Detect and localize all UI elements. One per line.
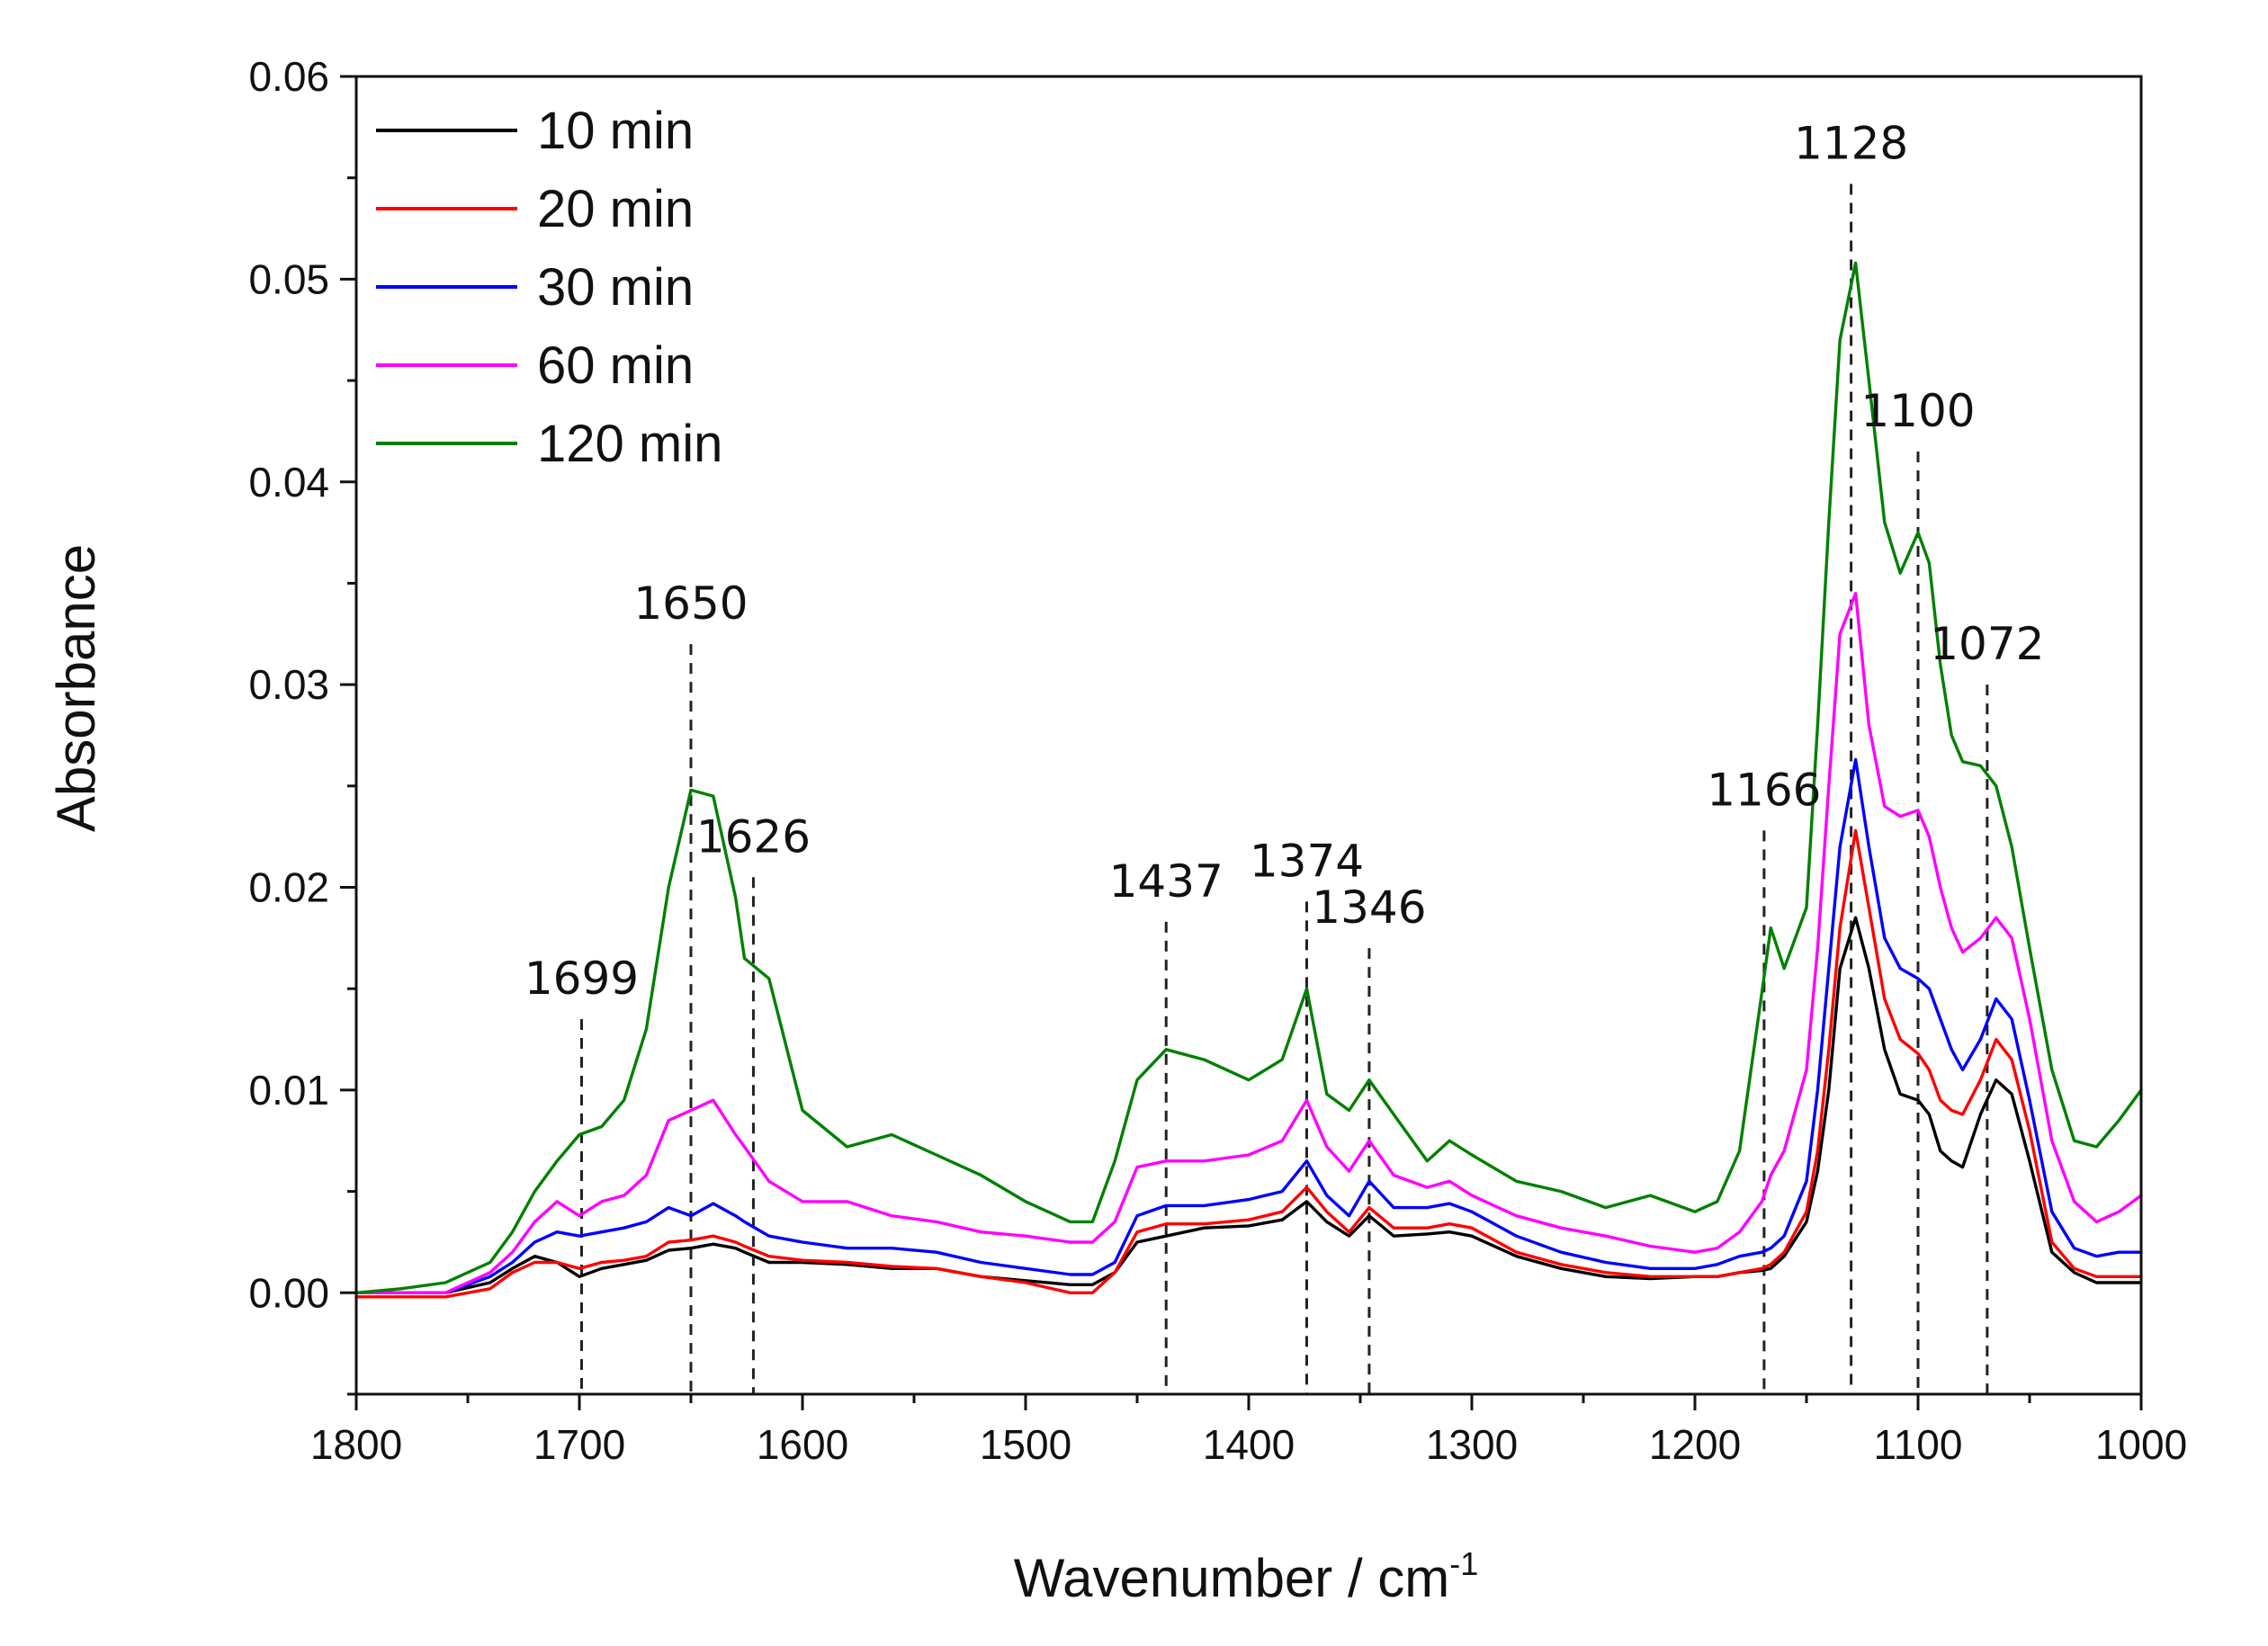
- y-tick-label: 0.04: [248, 459, 329, 505]
- peak-label: 1100: [1860, 385, 1975, 437]
- y-tick-label: 0.03: [248, 661, 329, 708]
- series-line-20-min: [354, 828, 2143, 1299]
- x-tick-label: 1800: [310, 1421, 402, 1468]
- y-tick-label: 0.06: [248, 53, 329, 100]
- x-tick-label: 1200: [1649, 1421, 1741, 1468]
- peak-label: 1437: [1109, 855, 1224, 908]
- legend-label: 60 min: [537, 336, 694, 395]
- x-axis-title-main: Wavenumber / cm: [1014, 1548, 1450, 1608]
- x-tick-label: 1700: [533, 1421, 625, 1468]
- y-tick-label: 0.05: [248, 255, 329, 302]
- series-line-120-min: [354, 261, 2143, 1295]
- y-tick-label: 0.01: [248, 1067, 329, 1114]
- y-tick-label: 0.02: [248, 864, 329, 911]
- legend-label: 20 min: [537, 180, 694, 238]
- peak-label: 1128: [1794, 117, 1908, 169]
- x-tick-label: 1400: [1203, 1421, 1295, 1468]
- y-tick-label: 0.00: [248, 1269, 329, 1316]
- series-line-10-min: [354, 916, 2143, 1295]
- legend-label: 10 min: [537, 102, 694, 160]
- legend-label: 120 min: [537, 415, 722, 473]
- x-tick-label: 1300: [1426, 1421, 1518, 1468]
- peak-label: 1699: [524, 953, 639, 1005]
- peak-label: 1346: [1312, 881, 1426, 934]
- peak-label: 1626: [696, 810, 811, 863]
- series-line-30-min: [354, 757, 2143, 1295]
- x-tick-label: 1600: [757, 1421, 848, 1468]
- x-tick-label: 1000: [2095, 1421, 2187, 1468]
- axes: 1800 1700 1600 1500 1400 1300 1200 1100 1000 0.00…: [248, 53, 2187, 1468]
- peak-label: 1650: [633, 577, 748, 630]
- legend-label: 30 min: [537, 258, 694, 317]
- series-lines: [354, 261, 2143, 1299]
- annotation-guides: [579, 183, 1989, 1394]
- peak-label: 1166: [1707, 764, 1821, 816]
- y-axis-title: Absorbance: [46, 544, 106, 832]
- legend: 10 min 20 min 30 min 60 min 120 min: [376, 102, 722, 473]
- peak-label: 1374: [1250, 835, 1364, 887]
- x-axis-title: Wavenumber / cm-1: [1014, 1545, 1479, 1608]
- x-axis-title-superscript: -1: [1449, 1545, 1478, 1582]
- x-tick-label: 1500: [980, 1421, 1071, 1468]
- x-tick-label: 1100: [1874, 1421, 1963, 1468]
- series-line-60-min: [354, 592, 2143, 1295]
- peak-label: 1072: [1930, 618, 2044, 670]
